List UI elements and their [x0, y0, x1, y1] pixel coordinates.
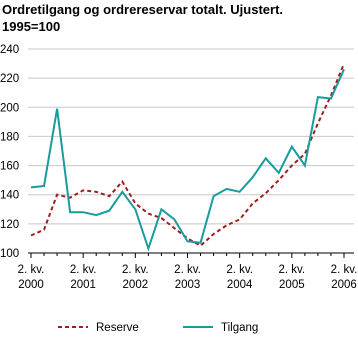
x-tick-label: 2. kv. 2004: [226, 264, 253, 291]
y-tick-label: 160: [0, 161, 19, 173]
series-line: [30, 63, 345, 247]
x-tick-label-line: 2. kv.: [279, 264, 306, 276]
y-tick-label: 100: [0, 248, 19, 260]
x-tick-label-line: 2000: [18, 279, 44, 291]
x-tick-label-line: 2. kv.: [122, 264, 149, 276]
x-tick-label-line: 2005: [279, 279, 305, 291]
y-tick-label: 120: [0, 219, 19, 231]
y-tick-label: 180: [0, 131, 19, 143]
chart-title: Ordretilgang og ordrereservar totalt. Uj…: [2, 2, 283, 17]
x-tick-label-line: 2. kv.: [70, 264, 97, 276]
y-tick-label: 200: [0, 102, 19, 114]
x-tick-label-line: 2. kv.: [226, 264, 253, 276]
x-tick-label-line: 2001: [70, 279, 96, 291]
legend-label: Reserve: [96, 322, 139, 334]
x-tick-label: 2. kv. 2001: [70, 264, 97, 291]
x-tick-label: 2. kv. 2003: [174, 264, 201, 291]
x-tick-label: 2. kv. 2005: [279, 264, 306, 291]
y-tick-label: 140: [0, 190, 19, 202]
y-tick-label: 240: [0, 44, 19, 56]
y-tick-label: 220: [0, 73, 19, 85]
x-tick-label-line: 2003: [175, 279, 201, 291]
series-line: [30, 68, 345, 252]
legend-label: Tilgang: [221, 322, 258, 334]
x-tick-label-line: 2004: [227, 279, 253, 291]
x-tick-label-line: 2006: [331, 279, 357, 291]
x-tick-label: 2. kv. 2006: [331, 264, 358, 291]
x-tick-label: 2. kv. 2000: [18, 264, 45, 291]
x-tick-label-line: 2. kv.: [174, 264, 201, 276]
chart-subtitle: 1995=100: [2, 19, 60, 34]
x-tick-label-line: 2. kv.: [331, 264, 358, 276]
x-tick-label-line: 2002: [123, 279, 149, 291]
x-tick-label-line: 2. kv.: [18, 264, 45, 276]
x-tick-label: 2. kv. 2002: [122, 264, 149, 291]
